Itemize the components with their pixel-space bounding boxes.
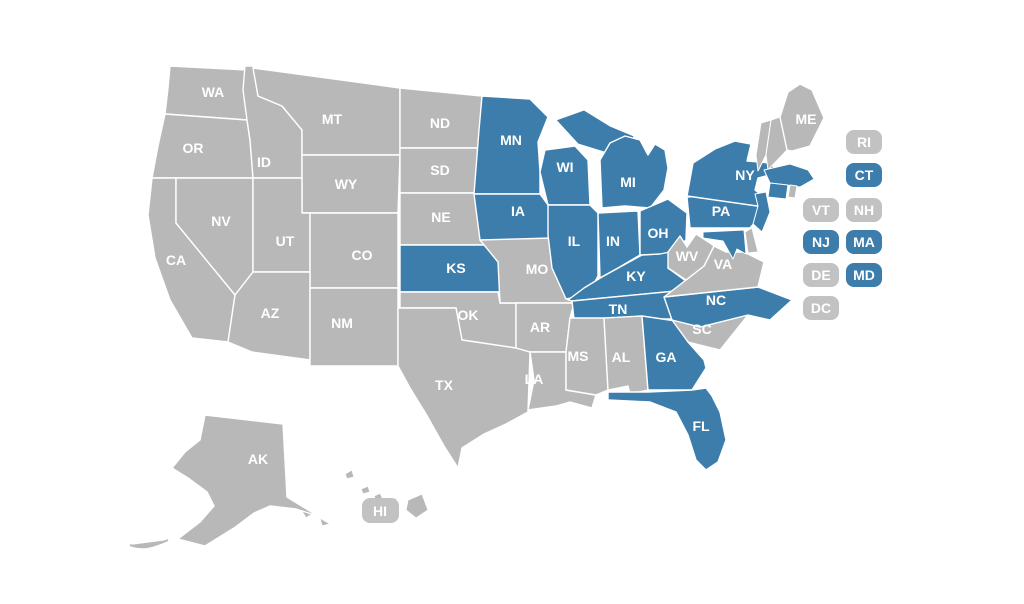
state-ct[interactable] [767, 182, 789, 200]
badge-dc[interactable]: DC [803, 296, 839, 320]
badge-ma[interactable]: MA [846, 230, 882, 254]
state-ak[interactable] [171, 414, 319, 547]
map-states-layer [129, 65, 825, 549]
state-al[interactable] [603, 315, 649, 395]
state-nc[interactable] [663, 286, 793, 328]
state-wy[interactable] [301, 154, 401, 214]
state-sd[interactable] [399, 147, 485, 194]
state-tx[interactable] [397, 307, 531, 469]
state-wi[interactable] [539, 145, 591, 206]
state-ia[interactable] [473, 193, 554, 243]
state-nj[interactable] [752, 191, 771, 233]
state-ut[interactable] [252, 177, 311, 273]
badge-ri[interactable]: RI [846, 130, 882, 154]
state-de[interactable] [744, 227, 759, 254]
badge-hi[interactable]: HI [362, 498, 399, 523]
state-ms[interactable] [565, 317, 609, 396]
badge-vt[interactable]: VT [803, 198, 839, 222]
state-wa[interactable] [164, 65, 249, 121]
state-mi[interactable] [599, 135, 669, 209]
badge-nj[interactable]: NJ [803, 230, 839, 254]
state-md[interactable] [702, 229, 747, 260]
state-ar[interactable] [515, 302, 575, 353]
state-ri[interactable] [787, 184, 798, 199]
state-nd[interactable] [399, 87, 483, 149]
state-va[interactable] [663, 245, 765, 298]
badge-nh[interactable]: NH [846, 198, 882, 222]
state-or[interactable] [151, 113, 254, 179]
state-me[interactable] [779, 83, 825, 152]
badge-md[interactable]: MD [846, 263, 882, 287]
badge-de[interactable]: DE [803, 263, 839, 287]
state-wv[interactable] [667, 233, 715, 281]
state-mn[interactable] [473, 95, 549, 195]
badge-ct[interactable]: CT [846, 163, 882, 187]
state-nm[interactable] [309, 287, 399, 367]
state-ks[interactable] [399, 244, 501, 293]
aleutian-islands [129, 539, 169, 549]
state-co[interactable] [309, 212, 399, 289]
state-fl[interactable] [607, 387, 727, 471]
state-ak-island[interactable] [319, 517, 331, 527]
